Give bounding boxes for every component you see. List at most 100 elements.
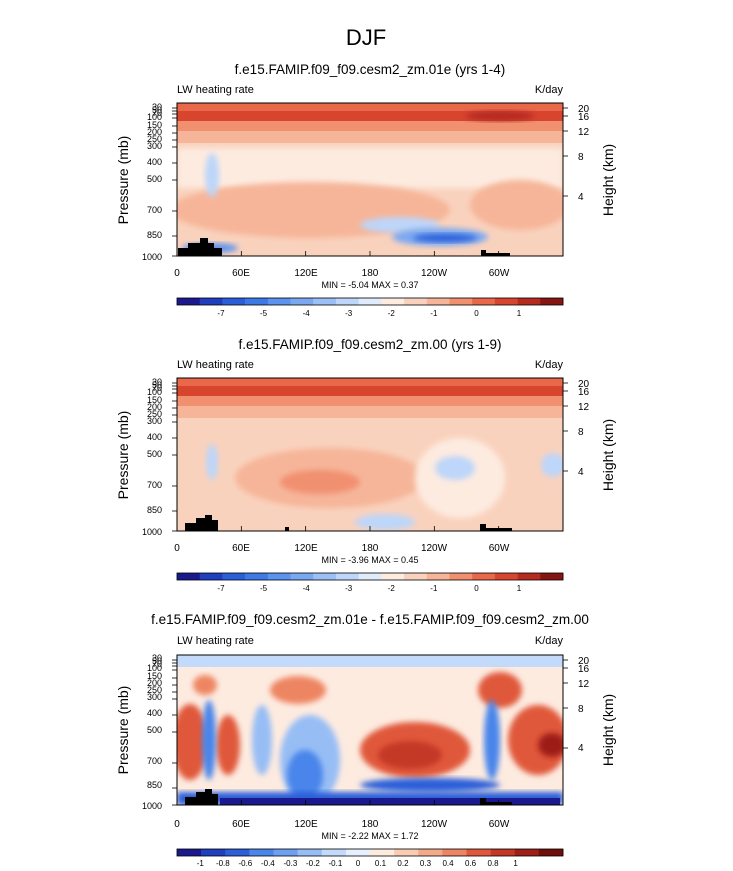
strat-band-3 (177, 396, 563, 406)
h-tick-label: 16 (578, 112, 590, 123)
panel-3-title: f.e15.FAMIP.f09_f09.cesm2_zm.01e - f.e15… (151, 612, 589, 627)
h-tick-label: 16 (578, 664, 590, 675)
x-tick-label: 0 (174, 543, 180, 554)
colorbar-label: -1 (197, 859, 205, 868)
strat-band-3 (177, 121, 563, 131)
colorbar-swatch (449, 298, 473, 305)
colorbar-swatch (249, 849, 274, 856)
colorbar-swatch (177, 573, 201, 580)
p-tick-label: 400 (147, 708, 162, 718)
panel-2-stats: MIN = -3.96 MAX = 0.45 (321, 555, 418, 565)
panel-2-h-ticks: 20 16 12 8 4 (578, 379, 590, 478)
strat-band-1 (177, 103, 563, 111)
colorbar-swatch (442, 849, 467, 856)
colorbar-label: -3 (345, 584, 353, 593)
colorbar-swatch (514, 849, 540, 856)
strat-band-4 (177, 406, 563, 418)
colorbar-swatch (290, 573, 314, 580)
colorbar-label: 0 (356, 859, 361, 868)
colorbar-label: 0.1 (375, 859, 387, 868)
colorbar-label: -0.1 (329, 859, 343, 868)
panel-3-field (177, 655, 563, 805)
panel-2-field (177, 378, 563, 531)
p-tick-label: 700 (147, 756, 162, 766)
colorbar-swatch (370, 849, 395, 856)
x-tick-label: 180 (362, 268, 379, 279)
colorbar-swatch (345, 849, 371, 856)
h-tick-label: 20 (578, 104, 590, 115)
p-tick-label: 300 (147, 692, 162, 702)
figure-title: DJF (346, 25, 386, 50)
colorbar-swatch (199, 298, 223, 305)
land-mask (185, 515, 512, 531)
p-tick-label: 300 (147, 141, 162, 151)
colorbar-frame (176, 297, 564, 306)
p-tick-label: 200 (147, 402, 162, 412)
p-tick-label: 250 (147, 134, 162, 144)
h-tick-label: 4 (578, 467, 584, 478)
colorbar-label: 0.6 (465, 859, 477, 868)
panel-1-title: f.e15.FAMIP.f09_f09.cesm2_zm.01e (yrs 1-… (235, 62, 506, 77)
colorbar-swatch (381, 298, 405, 305)
colorbar-label: 1 (513, 859, 518, 868)
panel-1-p-ticks: 30 50 70 100 150 200 250 300 400 500 700… (142, 102, 162, 262)
colorbar-swatch (201, 849, 226, 856)
blue-col (206, 444, 218, 480)
p-tick-label: 30 (152, 377, 162, 387)
top-band (177, 655, 563, 667)
h-tick-label: 8 (578, 704, 584, 715)
blue-patch-1 (435, 456, 475, 480)
colorbar-swatch (267, 573, 291, 580)
blue-block-core (287, 750, 323, 800)
x-tick-label: 120W (421, 543, 448, 554)
x-tick-label: 180 (362, 819, 379, 830)
colorbar-swatch (321, 849, 347, 856)
x-tick-label: 120W (421, 268, 448, 279)
blue-surface-core (220, 798, 560, 805)
panel-2-colorbar: -7 -5 -4 -3 -2 -1 0 1 (176, 572, 564, 593)
colorbar-swatch (273, 849, 298, 856)
h-tick-label: 8 (578, 427, 584, 438)
blue-jet-core (413, 234, 477, 242)
salmon-east (470, 180, 563, 230)
colorbar-label: 0.2 (397, 859, 409, 868)
colorbar-swatch (490, 849, 516, 856)
panel-3-colorbar: -1 -0.8 -0.6 -0.4 -0.3 -0.2 -0.1 0 0.1 0.2 0.3 0.4 0… (176, 848, 564, 868)
p-tick-label: 400 (147, 432, 162, 442)
panel-2-x-ticks: 0 60E 120E 180 120W 60W (174, 543, 510, 554)
upper-red-2 (270, 676, 326, 704)
x-tick-label: 120E (294, 543, 318, 554)
panel-3-h-ticks: 20 16 12 8 4 (578, 656, 590, 754)
land-mask (185, 789, 512, 805)
colorbar-label: -0.8 (216, 859, 230, 868)
colorbar-label: 0 (474, 584, 479, 593)
p-tick-label: 850 (147, 780, 162, 790)
blue-col-2 (252, 705, 272, 775)
h-tick-label: 4 (578, 192, 584, 203)
h-tick-label: 12 (578, 127, 590, 138)
x-tick-label: 0 (174, 819, 180, 830)
panel-1-field (177, 103, 563, 256)
colorbar-swatch (494, 298, 518, 305)
p-tick-label: 300 (147, 416, 162, 426)
red-east (508, 705, 563, 775)
colorbar-swatch (199, 573, 223, 580)
p-tick-label: 1000 (142, 527, 162, 537)
h-tick-label: 20 (578, 379, 590, 390)
blue-patch-2 (541, 453, 563, 477)
colorbar-label: -2 (388, 584, 396, 593)
x-tick-label: 0 (174, 268, 180, 279)
panel-1-h-ticks: 20 16 12 8 4 (578, 104, 590, 203)
x-tick-label: 60W (489, 819, 510, 830)
x-tick-label: 60W (489, 268, 510, 279)
panel-3-ylabel-right: Height (km) (600, 694, 616, 766)
panel-1-right-label: K/day (535, 84, 564, 96)
p-tick-label: 50 (152, 105, 162, 115)
panel-1-stats: MIN = -5.04 MAX = 0.37 (321, 280, 418, 290)
h-tick-label: 12 (578, 679, 590, 690)
p-tick-label: 200 (147, 127, 162, 137)
salmon-core (280, 470, 360, 494)
p-tick-label: 100 (147, 387, 162, 397)
panel-2-left-label: LW heating rate (177, 359, 254, 371)
colorbar-swatch (313, 298, 337, 305)
